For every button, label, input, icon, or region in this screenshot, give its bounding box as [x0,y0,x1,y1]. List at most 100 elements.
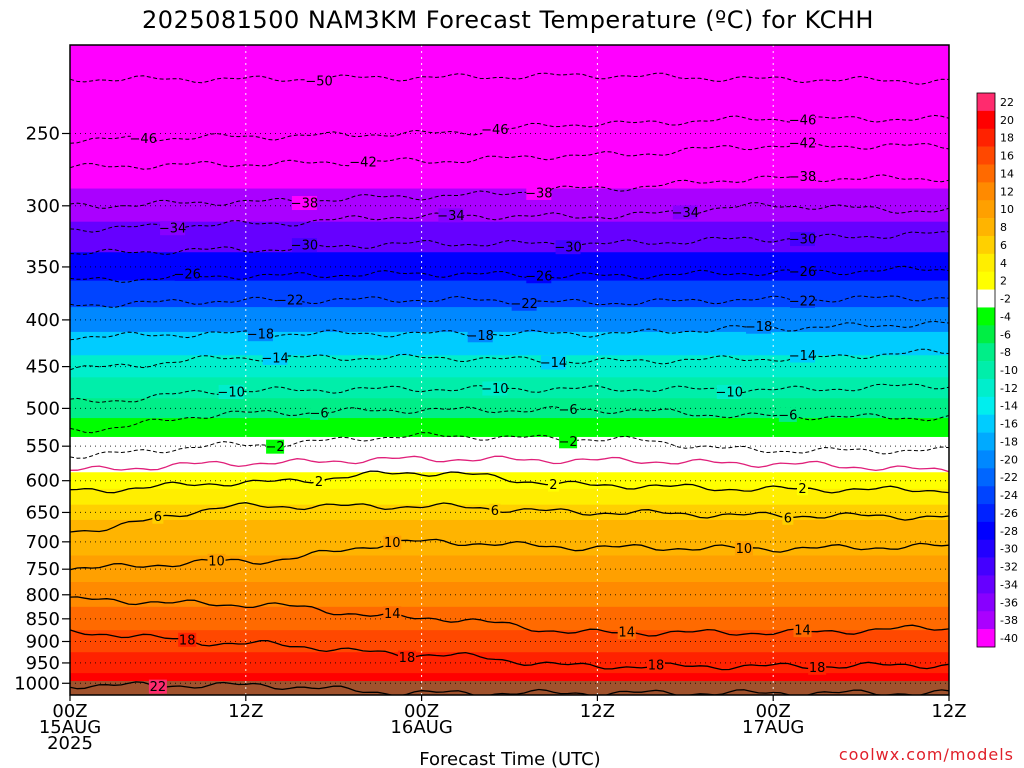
contour-label-background [547,477,559,492]
contour-label: −22 [789,294,816,309]
contour-label-background [467,328,493,343]
colorbar-label: -36 [1000,596,1018,609]
colorbar-swatch [977,575,995,594]
colorbar-swatch [977,146,995,165]
y-tick-label: 750 [26,559,60,580]
contour-label: −30 [291,239,318,254]
x-tick-label: 2025 [47,733,93,754]
colorbar-swatch [977,468,995,487]
contour-label-background [617,625,636,640]
contour-label-background [782,510,794,525]
colorbar-label: -16 [1000,418,1018,431]
contour-label-background [790,264,815,279]
contour-label: −26 [173,267,200,282]
chart-title: 2025081500 NAM3KM Forecast Temperature (… [142,6,874,34]
x-tick-label: 00Z [756,701,791,722]
temperature-band [70,331,949,356]
contour-line [70,432,949,459]
x-axis-title: Forecast Time (UTC) [419,749,600,768]
contour-label: −18 [466,329,493,344]
colorbar-label: -40 [1000,632,1018,645]
contour-label-background [291,196,317,211]
y-tick-label: 400 [26,310,60,331]
contour-label: −42 [789,136,816,151]
colorbar-label: 12 [1000,185,1014,198]
contour-label-background [178,632,197,647]
colorbar-swatch [977,486,995,505]
contour-label: −14 [789,349,816,364]
colorbar-label: 18 [1000,132,1014,145]
contour-label-background [734,541,753,556]
contour-line [70,406,949,434]
y-tick-label: 950 [26,653,60,674]
contour-label: −30 [554,241,581,256]
contour-label: 18 [648,658,665,673]
x-tick-label: 12Z [580,701,615,722]
temperature-band [70,307,949,333]
contour-label: 14 [384,607,401,622]
temperature-band [70,152,949,190]
contour-label: −38 [525,186,552,201]
colorbar-label: -6 [1000,328,1011,341]
colorbar-swatch [977,361,995,380]
contour-label-background [555,240,581,255]
temperature-band [70,355,949,378]
contour-label: −10 [217,385,244,400]
y-axis: 2503003504004505005506006507007508008509… [14,123,70,694]
colorbar-label: 8 [1000,221,1007,234]
contour-label: 10 [736,542,753,557]
contour-lines: −50−46−46−46−42−42−38−38−38−34−34 −34−30−… [70,72,949,695]
x-tick-label: 12Z [228,701,263,722]
colorbar-swatch [977,253,995,273]
contour-label: −6 [559,403,578,418]
colorbar-swatch [977,289,995,308]
contour-label-background [797,481,808,496]
contour-label-background [778,407,797,422]
contour-label-background [790,293,815,308]
temperature-band [70,472,949,490]
contour-label: 18 [179,633,196,648]
contour-label-background [746,319,772,334]
colorbar-label: -4 [1000,310,1011,323]
contour-label: 18 [809,661,826,676]
contour-label-background [790,113,815,128]
contour-label-background [397,650,416,665]
colorbar-label: 16 [1000,150,1014,163]
contour-label-background [482,122,508,137]
contour-label: 6 [784,511,792,526]
contour-label: 10 [208,554,225,569]
y-tick-label: 650 [26,502,60,523]
colorbar-label: -8 [1000,346,1011,359]
contour-line [70,681,949,695]
x-tick-label: 12Z [931,701,966,722]
colorbar-label: 2 [1000,275,1007,288]
temperature-band [70,45,949,114]
colorbar-swatch [977,271,995,290]
colorbar-swatch [977,307,995,326]
colorbar-swatch [977,504,995,523]
temperature-band [70,488,949,506]
contour-label-background [207,553,226,568]
y-tick-label: 600 [26,471,60,492]
contour-label: 14 [794,624,811,639]
contour-label: −14 [261,352,288,367]
contour-label-background [310,405,329,420]
contour-label-background [291,238,317,253]
contour-label-background [152,509,164,524]
contour-label: −6 [778,408,797,423]
contour-label-background [511,296,537,311]
colorbar-label: -18 [1000,435,1018,448]
y-tick-label: 900 [26,631,60,652]
contour-label: −22 [510,297,537,312]
temperature-band [70,221,949,253]
colorbar-label: -22 [1000,471,1018,484]
contour-label-background [647,657,665,672]
colorbar-label: 20 [1000,114,1014,127]
contour-line [70,455,949,473]
colorbar-swatch [977,218,995,237]
contour-label-background [526,185,552,200]
contour-label: 18 [399,651,416,666]
colorbar-label: 10 [1000,203,1014,216]
